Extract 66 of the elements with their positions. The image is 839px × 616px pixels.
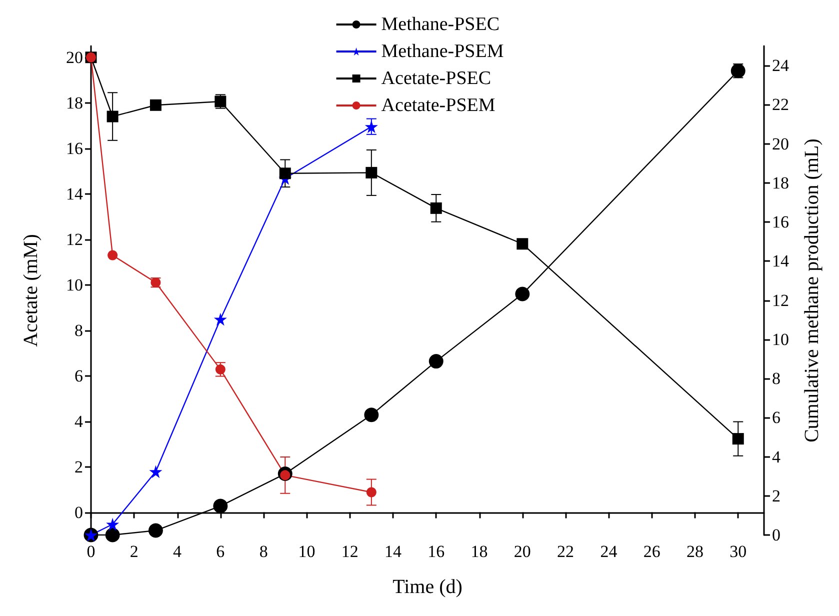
y-tick-label: 12 xyxy=(66,230,83,249)
y-tick-label: 14 xyxy=(66,184,84,204)
x-tick-label: 24 xyxy=(600,542,618,561)
point xyxy=(515,286,530,302)
point xyxy=(213,498,228,514)
y2-tick-label: 6 xyxy=(772,408,780,428)
x-tick-label: 10 xyxy=(298,542,316,561)
point xyxy=(430,202,442,214)
point xyxy=(106,110,118,122)
point xyxy=(214,312,227,326)
y2-tick-label: 0 xyxy=(772,526,780,544)
y-tick-label: 2 xyxy=(74,457,83,476)
x-tick-label: 8 xyxy=(259,542,268,561)
y-axis-title: Acetate (mM) xyxy=(20,234,42,347)
y2-tick-label: 4 xyxy=(772,447,781,466)
point xyxy=(148,523,163,538)
y2-tick-label: 24 xyxy=(772,56,790,76)
point xyxy=(366,487,376,498)
y-tick-label: 0 xyxy=(74,502,83,522)
legend-label: Acetate-PSEM xyxy=(381,95,496,116)
y2-tick-label: 22 xyxy=(772,95,789,114)
x-tick-label: 18 xyxy=(470,542,488,561)
x-tick-label: 2 xyxy=(130,542,138,561)
y-tick-label: 20 xyxy=(66,48,83,67)
y2-tick-label: 12 xyxy=(772,290,789,310)
y2-tick-label: 14 xyxy=(772,252,790,271)
x-tick-label: 22 xyxy=(557,542,574,561)
legend-label: Methane-PSEC xyxy=(381,14,500,35)
y-tick-label: 6 xyxy=(74,366,83,386)
x-tick-label: 6 xyxy=(216,542,225,561)
y2-axis-title: Cumulative methane production (mL) xyxy=(801,138,823,442)
y2-tick-label: 20 xyxy=(772,134,789,154)
legend-label: Acetate-PSEC xyxy=(381,68,492,89)
point xyxy=(150,99,162,111)
x-tick-label: 12 xyxy=(341,542,358,561)
point xyxy=(149,465,162,478)
y2-tick-label: 18 xyxy=(772,173,789,192)
y-tick-label: 10 xyxy=(66,275,83,294)
point xyxy=(366,166,378,178)
x-tick-label: 14 xyxy=(384,542,402,561)
y-tick-label: 18 xyxy=(66,93,83,112)
x-axis-title: Time (d) xyxy=(392,576,462,598)
point xyxy=(364,408,379,422)
y2-tick-label: 8 xyxy=(772,369,780,388)
y2-tick-label: 10 xyxy=(772,330,789,349)
x-tick-label: 4 xyxy=(173,542,182,561)
y-tick-label: 4 xyxy=(74,412,84,431)
x-tick-label: 30 xyxy=(730,542,747,561)
y-tick-label: 8 xyxy=(74,320,83,340)
x-tick-label: 20 xyxy=(514,542,531,561)
legend-label: Methane-PSEM xyxy=(381,41,504,62)
point xyxy=(105,528,120,542)
point xyxy=(108,250,118,260)
point xyxy=(279,168,291,180)
y-tick-label: 16 xyxy=(66,138,83,158)
point xyxy=(215,364,226,374)
x-tick-label: 28 xyxy=(686,542,704,561)
point xyxy=(428,354,444,369)
point xyxy=(106,518,120,531)
y2-tick-label: 16 xyxy=(772,212,789,232)
y2-tick-label: 2 xyxy=(772,486,780,506)
x-tick-label: 0 xyxy=(86,542,96,561)
point xyxy=(516,238,528,250)
x-tick-label: 26 xyxy=(643,542,660,561)
x-tick-label: 16 xyxy=(428,542,445,561)
point xyxy=(732,433,744,445)
